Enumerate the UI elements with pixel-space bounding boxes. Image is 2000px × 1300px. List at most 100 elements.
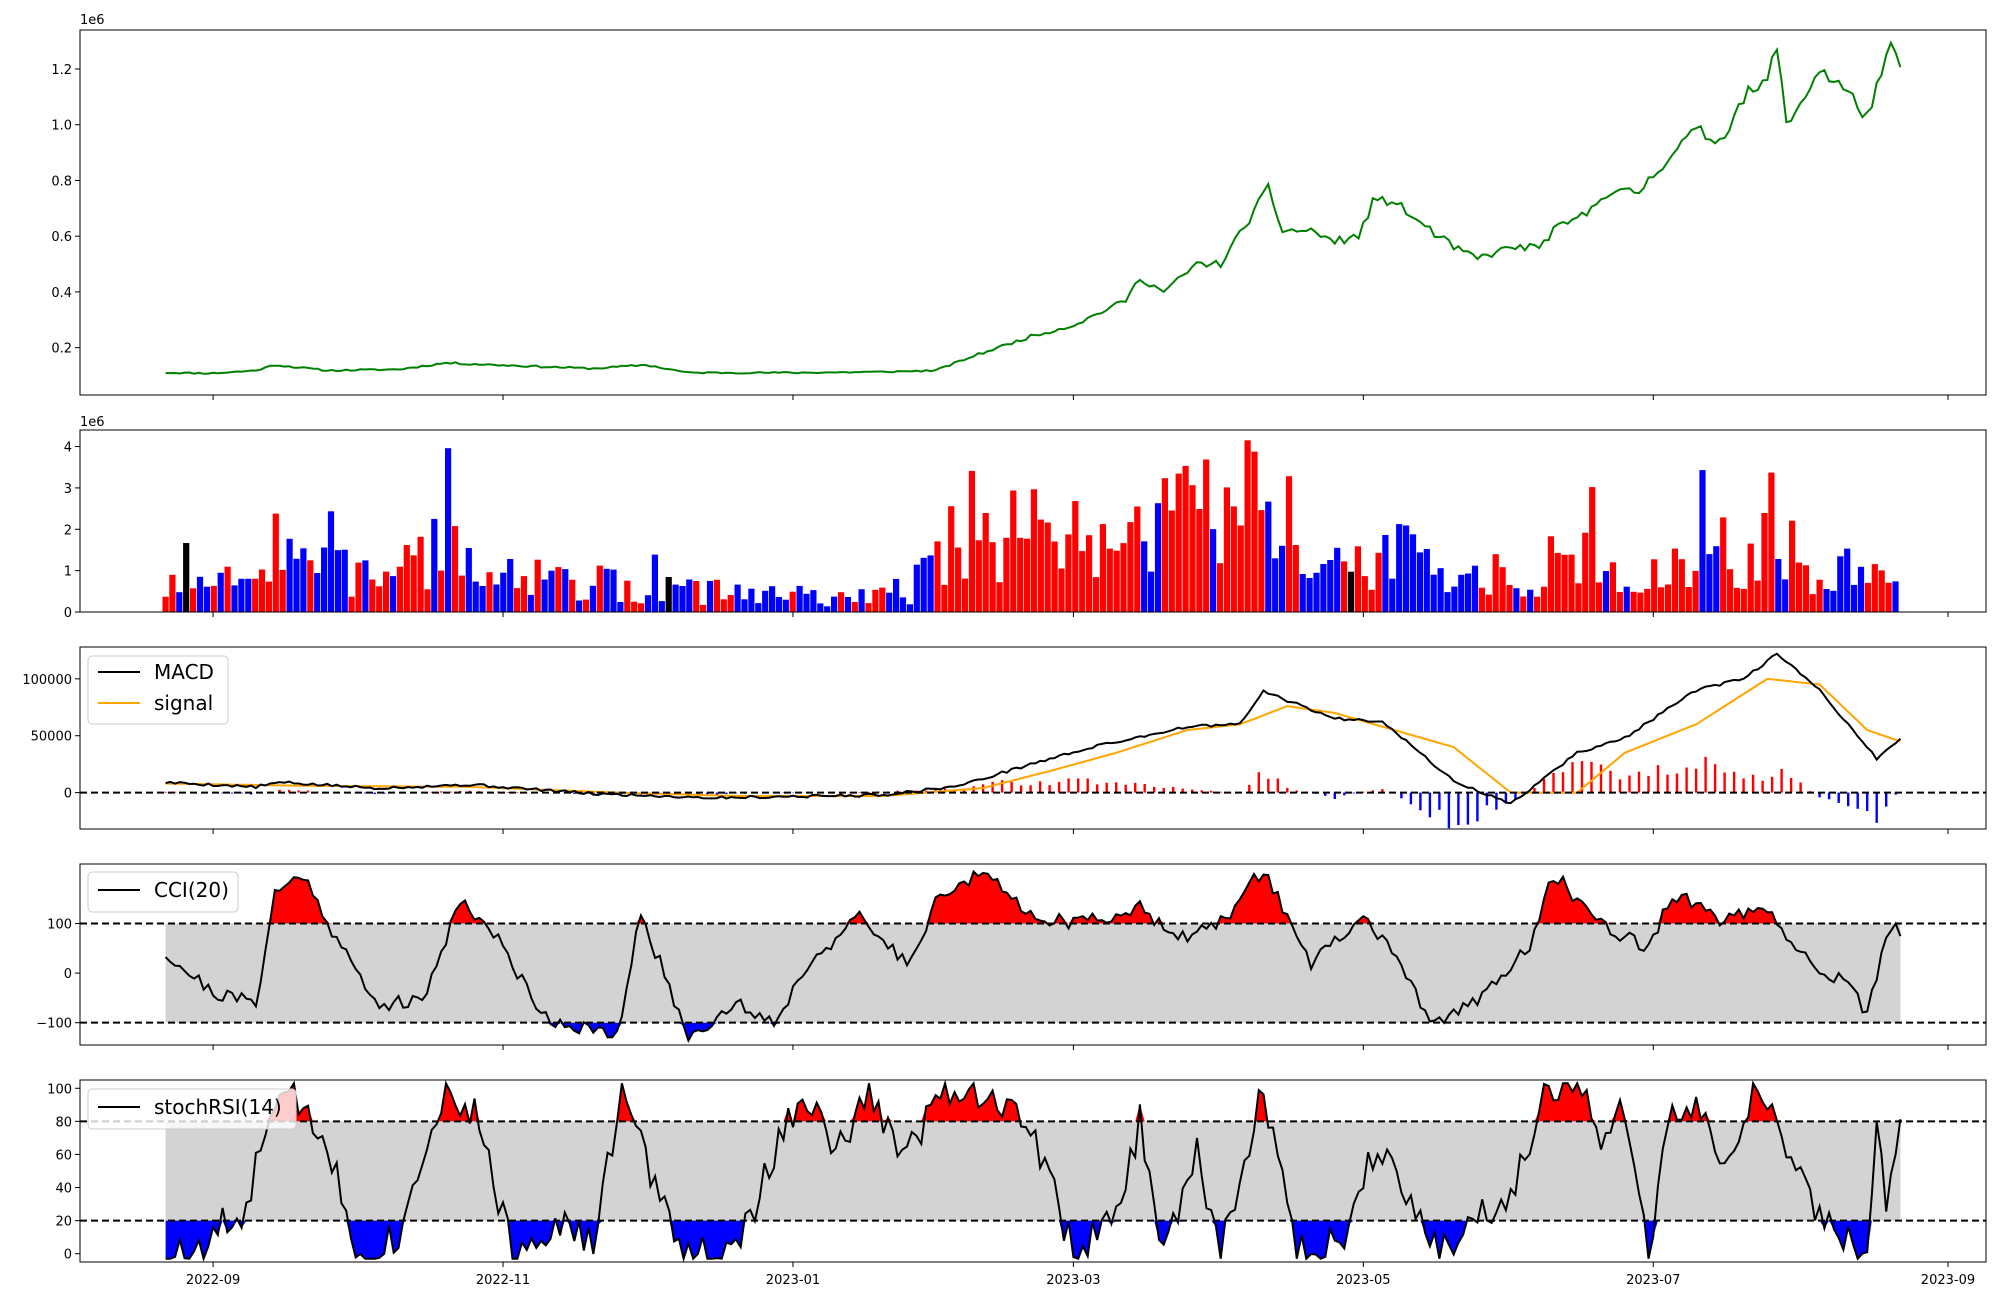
volume-bar <box>686 579 693 612</box>
volume-bar <box>982 513 989 612</box>
macd-histogram-bar <box>1751 774 1755 793</box>
price-frame <box>79 29 1987 396</box>
volume-bar <box>1609 562 1616 612</box>
volume-bar <box>1437 568 1444 612</box>
volume-bar <box>196 576 204 612</box>
macd-histogram-bar <box>287 789 291 793</box>
volume-bar <box>1651 559 1658 612</box>
macd-histogram-bar <box>1533 788 1536 793</box>
volume-bar <box>1010 490 1017 612</box>
volume-bar <box>1058 568 1065 612</box>
volume-bar <box>1623 586 1630 612</box>
macd-histogram-bar <box>1618 779 1622 793</box>
volume-bar <box>389 576 397 612</box>
volume-bar <box>1485 594 1492 612</box>
volume-bar <box>210 585 217 612</box>
macd-histogram-bar <box>1333 792 1336 799</box>
volume-bar <box>383 571 390 612</box>
volume-ytick-label: 1 <box>64 565 72 580</box>
macd-histogram-bar <box>1352 792 1355 794</box>
macd-histogram-bar <box>1647 775 1650 793</box>
volume-bar <box>1857 566 1865 612</box>
macd-histogram-bar <box>1818 792 1821 798</box>
macd-histogram-bar <box>1267 778 1270 793</box>
macd-histogram-bar <box>516 792 519 793</box>
volume-bar <box>1726 569 1734 612</box>
macd-histogram-bar <box>1770 776 1774 793</box>
volume-bar <box>1148 571 1155 612</box>
macd-histogram-bar <box>278 789 281 793</box>
macd-histogram-bar <box>1837 792 1840 803</box>
volume-bar <box>968 470 975 612</box>
macd-frame <box>79 646 1987 830</box>
volume-bar <box>1733 587 1740 612</box>
stochrsi-ytick-label: 100 <box>47 1082 72 1097</box>
volume-bar <box>1024 538 1031 612</box>
volume-bar <box>1189 485 1196 612</box>
stochrsi-ytick-label: 40 <box>55 1182 72 1197</box>
volume-bar <box>1285 476 1293 612</box>
volume-bar <box>1658 587 1665 612</box>
macd-histogram-bar <box>1457 792 1460 826</box>
macd-histogram-bar <box>1428 792 1432 818</box>
volume-bar <box>1279 545 1286 612</box>
macd-histogram-bar <box>1010 782 1013 793</box>
volume-bar <box>1430 574 1437 612</box>
volume-frame <box>79 429 1987 613</box>
x-tick-label: 2022-09 <box>186 1273 240 1288</box>
macd-histogram-bar <box>1381 789 1384 793</box>
volume-bar <box>644 595 652 612</box>
volume-bar <box>300 548 307 612</box>
volume-bar <box>651 554 658 612</box>
stochrsi-frame <box>79 1079 1987 1263</box>
price-ytick-label: 0.4 <box>51 286 72 301</box>
volume-bar <box>1596 582 1603 612</box>
volume-bar <box>520 576 527 612</box>
stochrsi-band-fill <box>165 1121 1901 1221</box>
volume-bar <box>810 590 817 612</box>
volume-bar <box>465 548 472 612</box>
volume-bar <box>1720 517 1727 612</box>
volume-bar <box>1320 564 1327 612</box>
volume-bar <box>1409 534 1417 612</box>
volume-bar <box>541 579 548 612</box>
volume-bar <box>1768 472 1775 612</box>
macd-histogram-bar <box>1789 777 1793 793</box>
macd-histogram-bar <box>1561 772 1565 793</box>
volume-bar <box>1216 563 1224 612</box>
macd-histogram-bar <box>573 792 576 794</box>
volume-bar <box>1816 579 1823 612</box>
volume-bar <box>727 595 734 612</box>
volume-bar <box>1554 552 1561 612</box>
macd-histogram-bar <box>1866 792 1869 811</box>
macd-histogram-bar <box>1514 792 1517 799</box>
volume-bar <box>1196 509 1203 612</box>
macd-histogram-bar <box>592 792 595 794</box>
x-tick-label: 2023-03 <box>1046 1273 1100 1288</box>
volume-bar <box>162 596 169 612</box>
volume-bar <box>1175 473 1182 612</box>
macd-histogram-bar <box>1713 764 1717 793</box>
macd-histogram-bar <box>1466 792 1470 825</box>
macd-histogram-bar <box>449 791 452 793</box>
macd-histogram-bar <box>1105 782 1108 793</box>
macd-histogram-bar <box>962 788 966 793</box>
volume-bar <box>1244 440 1251 612</box>
volume-bar <box>1692 570 1699 612</box>
cci-band-fill <box>165 923 1901 1023</box>
volume-bar <box>1547 536 1554 612</box>
macd-histogram-bar <box>1038 781 1042 793</box>
macd-histogram-bar <box>506 791 509 793</box>
macd-histogram-bar <box>1885 792 1888 807</box>
macd-histogram-bar <box>1286 787 1289 793</box>
volume-bar <box>582 599 590 612</box>
cci-legend-label: CCI(20) <box>154 878 229 902</box>
volume-bar <box>1671 548 1678 612</box>
macd-histogram-bar <box>240 792 243 794</box>
volume-bar <box>1823 589 1830 612</box>
macd-histogram-bar <box>1542 778 1546 793</box>
volume-bar <box>238 578 245 612</box>
cci-frame <box>79 863 1987 1046</box>
macd-histogram-bar <box>1077 778 1080 793</box>
